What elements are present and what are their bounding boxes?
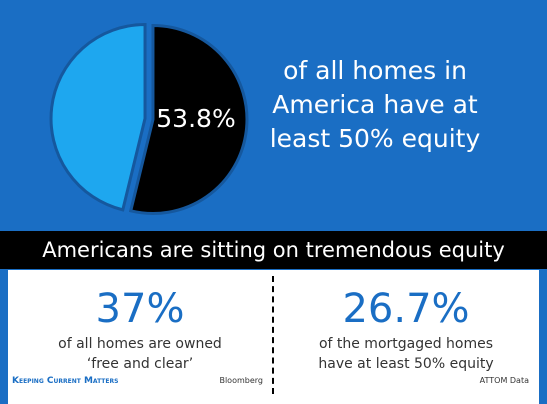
divider	[272, 276, 274, 394]
stat-text: have at least 50% equity	[318, 356, 494, 372]
value-label: 53.8%	[156, 104, 235, 133]
annotation: America have at	[272, 90, 478, 119]
source: Bloomberg	[219, 376, 263, 385]
pie-slice	[128, 23, 249, 215]
stat-text: of the mortgaged homes	[318, 336, 494, 352]
logo: Keeping Current Matters	[12, 376, 119, 386]
banner: Americans are sitting on tremendous equi…	[0, 231, 547, 269]
annotation: of all homes in	[283, 56, 467, 85]
stat-value: 37%	[95, 286, 185, 332]
stat-value: 26.7%	[342, 286, 470, 332]
bottom-panel: Keeping Current Matters 37% of all homes …	[8, 270, 539, 404]
pie-slice	[49, 23, 147, 212]
annotation: least 50% equity	[270, 124, 481, 153]
stat: 26.7% of the mortgaged homes have at least…	[274, 284, 538, 374]
stat-text: of all homes are owned	[58, 336, 222, 352]
source: ATTOM Data	[479, 376, 529, 385]
stat: 37% of all homes are owned ‘free and clear…	[8, 284, 272, 374]
stat-text: ‘free and clear’	[86, 356, 194, 372]
pie-area: 53.8% of all homes in America have at least…	[49, 23, 481, 215]
